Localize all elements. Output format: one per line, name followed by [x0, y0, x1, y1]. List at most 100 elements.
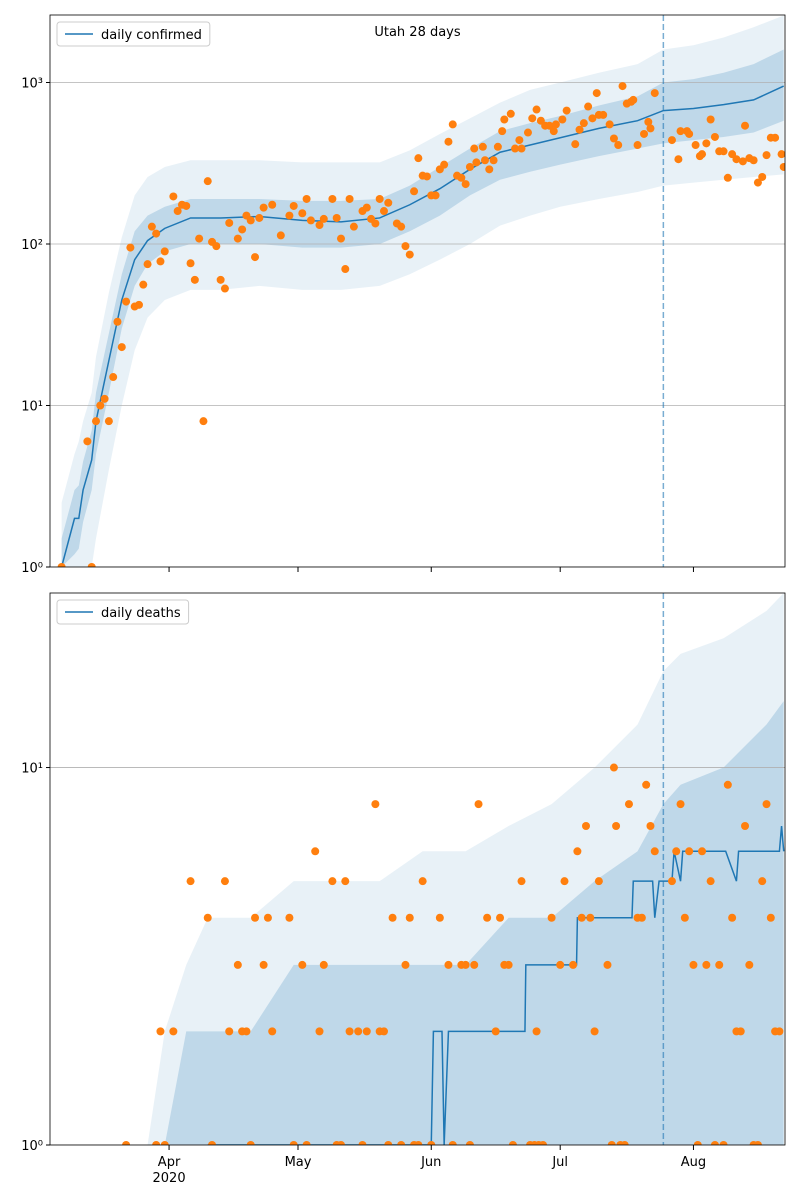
- data-point: [777, 150, 785, 159]
- data-point: [319, 960, 328, 969]
- data-point: [584, 102, 593, 111]
- data-point: [637, 913, 646, 922]
- data-point: [461, 960, 470, 969]
- data-point: [771, 133, 780, 142]
- data-point: [401, 242, 410, 251]
- data-point: [532, 105, 541, 114]
- data-point: [276, 231, 285, 240]
- data-point: [91, 417, 100, 426]
- data-point: [122, 297, 131, 306]
- data-point: [384, 198, 393, 207]
- data-point: [547, 913, 556, 922]
- data-point: [614, 141, 623, 150]
- data-point: [212, 242, 221, 251]
- data-point: [251, 913, 260, 922]
- data-point: [173, 207, 182, 216]
- data-point: [500, 115, 509, 124]
- data-point: [762, 151, 771, 160]
- data-point: [147, 222, 156, 231]
- data-point: [298, 960, 307, 969]
- data-point: [569, 960, 578, 969]
- data-point: [702, 960, 711, 969]
- data-point: [680, 913, 689, 922]
- data-point: [496, 913, 505, 922]
- confidence-band: [147, 593, 784, 1145]
- data-point: [685, 129, 694, 138]
- data-point: [362, 1027, 371, 1036]
- data-point: [405, 250, 414, 259]
- data-point: [285, 211, 294, 220]
- data-point: [483, 913, 492, 922]
- data-point: [562, 106, 571, 115]
- legend: daily confirmed: [56, 21, 211, 47]
- legend-box: [56, 21, 211, 47]
- data-point: [156, 257, 165, 266]
- data-point: [573, 847, 582, 856]
- data-point: [470, 960, 479, 969]
- x-tick-label: Aug: [681, 1155, 706, 1170]
- legend-label: daily confirmed: [101, 28, 202, 43]
- data-point: [199, 417, 208, 426]
- data-point: [506, 109, 515, 118]
- data-point: [332, 213, 341, 222]
- data-point: [371, 800, 380, 809]
- confidence-band: [61, 15, 784, 567]
- x-tick-label: May: [285, 1155, 312, 1170]
- x-year-label: 2020: [153, 1171, 186, 1186]
- data-point: [532, 1027, 541, 1036]
- data-point: [405, 913, 414, 922]
- confidence-band: [61, 49, 784, 567]
- data-point: [738, 157, 747, 166]
- data-point: [753, 178, 762, 187]
- data-point: [435, 913, 444, 922]
- x-tick-label: Jul: [551, 1155, 568, 1170]
- data-point: [225, 1027, 234, 1036]
- data-point: [474, 800, 483, 809]
- data-point: [259, 203, 268, 212]
- data-point: [83, 437, 92, 446]
- data-point: [571, 140, 580, 149]
- data-point: [246, 1141, 255, 1145]
- data-point: [551, 120, 560, 129]
- data-point: [169, 192, 178, 201]
- data-point: [96, 401, 105, 410]
- data-point: [702, 139, 711, 148]
- data-point: [693, 1141, 702, 1145]
- data-point: [644, 117, 653, 126]
- confidence-band: [147, 701, 784, 1145]
- data-point: [779, 162, 785, 171]
- data-point: [285, 913, 294, 922]
- y-tick-label: 10³: [21, 77, 43, 92]
- data-point: [511, 144, 520, 153]
- data-point: [109, 373, 118, 382]
- data-point: [186, 259, 195, 268]
- data-point: [311, 847, 320, 856]
- data-point: [358, 1141, 367, 1145]
- data-point: [444, 137, 453, 146]
- data-point: [575, 125, 584, 134]
- data-point: [556, 960, 565, 969]
- data-point: [745, 960, 754, 969]
- data-point: [139, 280, 148, 289]
- data-point: [362, 203, 371, 212]
- data-point: [345, 194, 354, 203]
- x-tick-label: Apr: [158, 1155, 181, 1170]
- data-point: [298, 209, 307, 218]
- data-point: [431, 191, 440, 200]
- data-point: [603, 960, 612, 969]
- data-point: [640, 129, 649, 138]
- data-point: [302, 1141, 311, 1145]
- data-point: [620, 1141, 629, 1145]
- data-point: [156, 1027, 165, 1036]
- data-point: [607, 1141, 616, 1145]
- data-point: [195, 234, 204, 243]
- data-point: [122, 1141, 131, 1145]
- data-point: [152, 229, 161, 238]
- data-point: [719, 147, 728, 156]
- data-point: [246, 216, 255, 225]
- plot-area: [50, 593, 785, 1145]
- data-point: [560, 877, 569, 886]
- data-point: [715, 960, 724, 969]
- data-point: [427, 1141, 436, 1145]
- data-point: [650, 847, 659, 856]
